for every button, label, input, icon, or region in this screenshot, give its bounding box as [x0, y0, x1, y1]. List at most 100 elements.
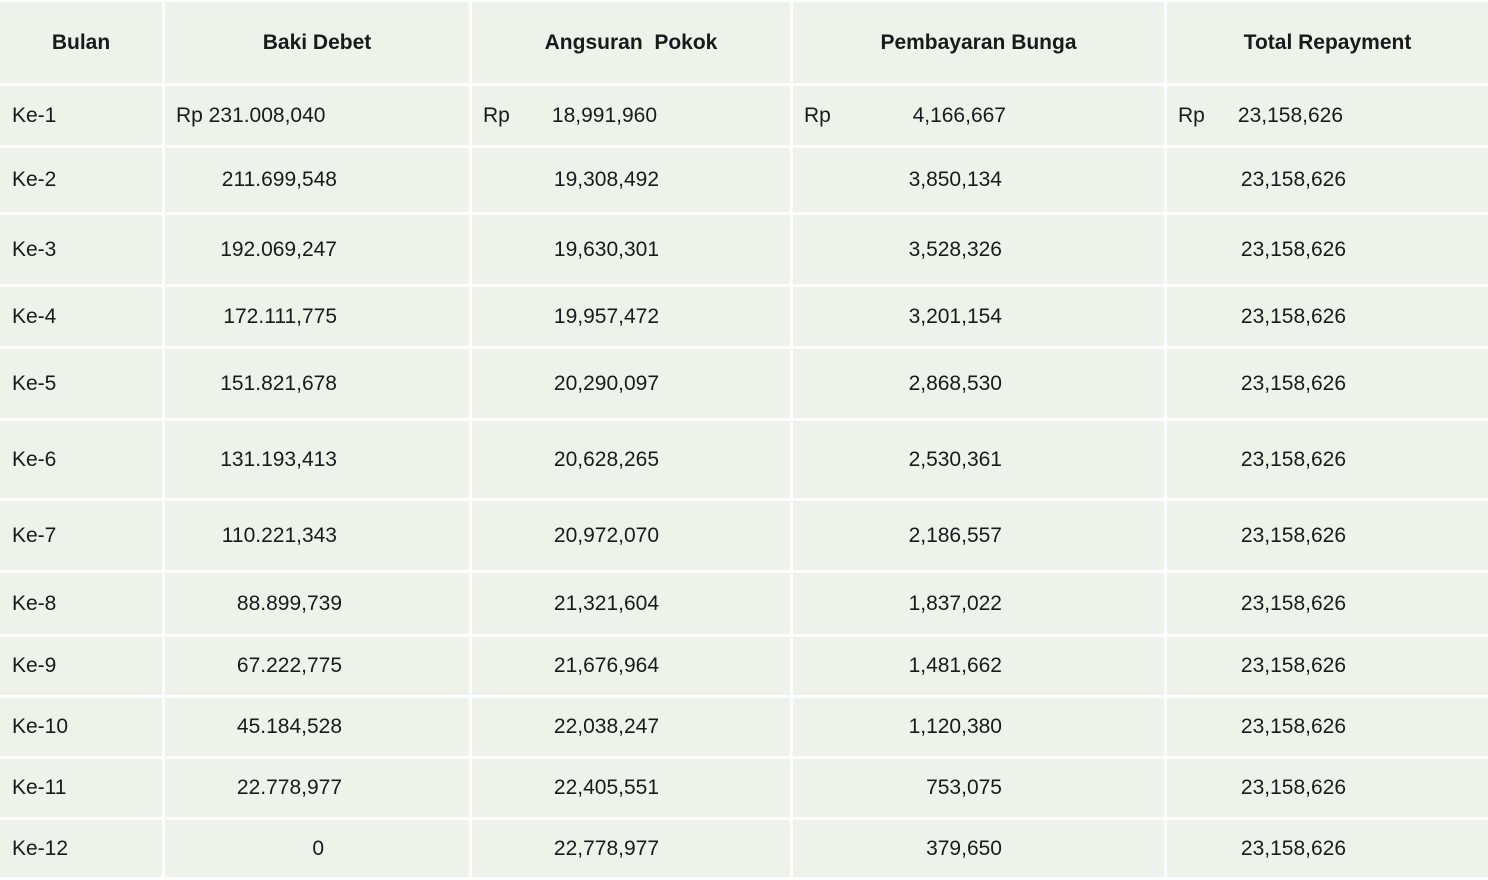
cell-total-repayment: 23,158,626: [1167, 820, 1488, 880]
currency-label: Rp: [1178, 103, 1205, 127]
baki-debet-value: 0: [312, 836, 324, 860]
pembayaran-bunga-value: 379,650: [926, 836, 1002, 860]
baki-debet-value: 151.821,678: [220, 371, 337, 395]
cell-baki-debet: 45.184,528: [165, 698, 472, 759]
table-row: Ke-2 211.699,548 19,308,492 3,850,134 23,158…: [0, 148, 1488, 215]
cell-baki-debet: 131.193,413: [165, 421, 472, 501]
table-row: Ke-5 151.821,678 20,290,097 2,868,530 23,158…: [0, 349, 1488, 421]
pembayaran-bunga-value: 1,837,022: [908, 591, 1002, 615]
baki-debet-value: 131.193,413: [220, 447, 337, 471]
baki-debet-value: 67.222,775: [236, 654, 342, 677]
cell-total-repayment: 23,158,626: [1167, 501, 1488, 573]
pembayaran-bunga-value: 4,166,667: [912, 103, 1006, 127]
cell-baki-debet: 0: [165, 820, 472, 880]
angsuran-pokok-value: 21,321,604: [553, 591, 659, 615]
cell-pembayaran-bunga: 1,837,022: [793, 573, 1167, 637]
month-label: Ke-2: [12, 168, 57, 191]
pembayaran-bunga-value: 1,120,380: [908, 715, 1002, 738]
total-repayment-value: 23,158,626: [1240, 447, 1346, 471]
angsuran-pokok-value: 19,630,301: [553, 237, 659, 261]
month-label: Ke-5: [12, 371, 57, 395]
cell-angsuran-pokok: 21,321,604: [472, 573, 793, 637]
cell-angsuran-pokok: 20,290,097: [472, 349, 793, 421]
cell-baki-debet: 151.821,678: [165, 349, 472, 421]
table-row: Ke-12 0 22,778,977 379,650 23,158,626: [0, 820, 1488, 880]
cell-bulan: Ke-6: [0, 421, 165, 501]
cell-total-repayment: 23,158,626: [1167, 421, 1488, 501]
table-row: Ke-9 67.222,775 21,676,964 1,481,662 23,158,…: [0, 637, 1488, 698]
cell-bulan: Ke-3: [0, 215, 165, 287]
month-label: Ke-3: [12, 237, 57, 261]
cell-pembayaran-bunga: 2,530,361: [793, 421, 1167, 501]
total-repayment-value: 23,158,626: [1240, 836, 1346, 860]
cell-total-repayment: 23,158,626: [1167, 698, 1488, 759]
table-body: Ke-1 Rp 231.008,040 Rp 18,991,960 Rp 4,166,66…: [0, 86, 1488, 880]
total-repayment-value: 23,158,626: [1240, 654, 1346, 677]
baki-debet-value: 88.899,739: [236, 591, 342, 615]
cell-baki-debet: Rp 231.008,040: [165, 86, 472, 148]
cell-total-repayment: 23,158,626: [1167, 573, 1488, 637]
angsuran-pokok-value: 20,628,265: [553, 447, 659, 471]
angsuran-pokok-value: 21,676,964: [553, 654, 659, 677]
cell-total-repayment: 23,158,626: [1167, 349, 1488, 421]
cell-total-repayment: Rp 23,158,626: [1167, 86, 1488, 148]
pembayaran-bunga-value: 3,850,134: [908, 168, 1002, 191]
cell-pembayaran-bunga: 3,528,326: [793, 215, 1167, 287]
total-repayment-value: 23,158,626: [1240, 237, 1346, 261]
angsuran-pokok-value: 19,308,492: [553, 168, 659, 191]
table-row: Ke-8 88.899,739 21,321,604 1,837,022 23,158,…: [0, 573, 1488, 637]
cell-angsuran-pokok: 19,308,492: [472, 148, 793, 215]
baki-debet-value: 211.699,548: [221, 168, 337, 191]
pembayaran-bunga-value: 2,186,557: [908, 523, 1002, 547]
cell-bulan: Ke-7: [0, 501, 165, 573]
pembayaran-bunga-value: 753,075: [926, 776, 1002, 799]
cell-pembayaran-bunga: 3,201,154: [793, 287, 1167, 349]
angsuran-pokok-value: 20,972,070: [553, 523, 659, 547]
month-label: Ke-11: [12, 776, 67, 799]
header-angsuran-pokok: Angsuran Pokok: [472, 0, 793, 86]
currency-label: Rp: [804, 103, 831, 127]
cell-bulan: Ke-8: [0, 573, 165, 637]
cell-baki-debet: 67.222,775: [165, 637, 472, 698]
baki-debet-value: 192.069,247: [220, 237, 337, 261]
cell-angsuran-pokok: 20,628,265: [472, 421, 793, 501]
baki-debet-value: 45.184,528: [236, 715, 342, 738]
cell-pembayaran-bunga: 3,850,134: [793, 148, 1167, 215]
month-label: Ke-4: [12, 304, 57, 328]
table-row: Ke-11 22.778,977 22,405,551 753,075 23,158,6…: [0, 759, 1488, 820]
baki-debet-value: 22.778,977: [236, 776, 342, 799]
cell-bulan: Ke-12: [0, 820, 165, 880]
currency-label: Rp: [483, 103, 510, 127]
cell-baki-debet: 192.069,247: [165, 215, 472, 287]
cell-total-repayment: 23,158,626: [1167, 287, 1488, 349]
cell-angsuran-pokok: 22,778,977: [472, 820, 793, 880]
table-row: Ke-1 Rp 231.008,040 Rp 18,991,960 Rp 4,166,66…: [0, 86, 1488, 148]
cell-baki-debet: 22.778,977: [165, 759, 472, 820]
cell-pembayaran-bunga: 2,186,557: [793, 501, 1167, 573]
baki-debet-value: 172.111,775: [223, 304, 337, 328]
month-label: Ke-8: [12, 591, 57, 615]
cell-baki-debet: 211.699,548: [165, 148, 472, 215]
header-total-repayment: Total Repayment: [1167, 0, 1488, 86]
header-baki-debet: Baki Debet: [165, 0, 472, 86]
total-repayment-value: 23,158,626: [1240, 591, 1346, 615]
table-row: Ke-4 172.111,775 19,957,472 3,201,154 23,158…: [0, 287, 1488, 349]
month-label: Ke-12: [12, 836, 69, 860]
angsuran-pokok-value: 22,778,977: [553, 836, 659, 860]
cell-bulan: Ke-2: [0, 148, 165, 215]
cell-total-repayment: 23,158,626: [1167, 759, 1488, 820]
angsuran-pokok-value: 20,290,097: [553, 371, 659, 395]
total-repayment-value: 23,158,626: [1240, 523, 1346, 547]
cell-angsuran-pokok: 20,972,070: [472, 501, 793, 573]
cell-pembayaran-bunga: 1,481,662: [793, 637, 1167, 698]
cell-baki-debet: 88.899,739: [165, 573, 472, 637]
angsuran-pokok-value: 22,038,247: [553, 715, 659, 738]
baki-debet-value: 110.221,343: [221, 523, 337, 547]
cell-angsuran-pokok: 19,630,301: [472, 215, 793, 287]
cell-pembayaran-bunga: 379,650: [793, 820, 1167, 880]
angsuran-pokok-value: 22,405,551: [553, 776, 659, 799]
total-repayment-value: 23,158,626: [1240, 715, 1346, 738]
angsuran-pokok-value: 19,957,472: [553, 304, 659, 328]
cell-pembayaran-bunga: Rp 4,166,667: [793, 86, 1167, 148]
